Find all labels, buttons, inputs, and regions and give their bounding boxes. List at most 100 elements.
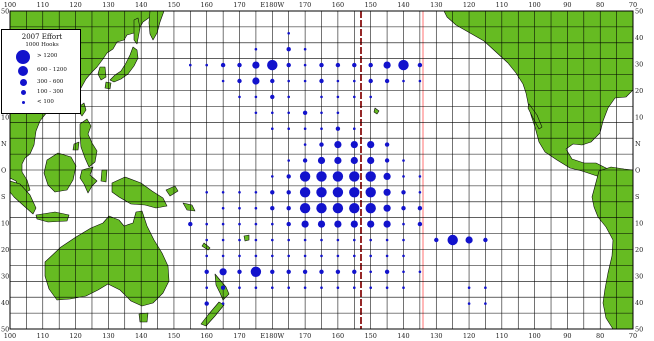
effort-bubble bbox=[301, 220, 309, 228]
effort-bubble bbox=[204, 269, 209, 274]
effort-bubble bbox=[349, 171, 360, 182]
fiji bbox=[243, 234, 250, 242]
top-longitude-label: 70 bbox=[629, 1, 637, 9]
effort-bubble bbox=[335, 62, 341, 68]
bottom-longitude-label: 140 bbox=[135, 332, 147, 340]
effort-bubble bbox=[369, 254, 373, 258]
effort-bubble bbox=[271, 127, 274, 130]
effort-bubble bbox=[221, 222, 225, 226]
effort-bubble bbox=[204, 301, 209, 306]
effort-bubble bbox=[467, 286, 471, 290]
top-longitude-label: 150 bbox=[168, 1, 180, 9]
legend-row-5: < 100 bbox=[2, 98, 82, 108]
effort-bubble bbox=[299, 171, 311, 182]
effort-bubble bbox=[365, 203, 376, 214]
effort-bubble bbox=[369, 238, 373, 242]
effort-bubble bbox=[221, 79, 225, 83]
effort-bubble bbox=[205, 254, 208, 258]
effort-bubble bbox=[287, 32, 291, 35]
bottom-longitude-label: 160 bbox=[332, 332, 344, 340]
effort-bubble bbox=[271, 175, 274, 178]
effort-bubble bbox=[221, 302, 225, 305]
effort-bubble bbox=[398, 59, 409, 71]
effort-bubble bbox=[332, 187, 344, 198]
top-longitude-label: 130 bbox=[102, 1, 114, 9]
effort-bubble bbox=[287, 127, 291, 130]
effort-bubble bbox=[418, 191, 422, 194]
solomon-islands bbox=[182, 202, 196, 212]
right-latitude-labels: 50 40 30 20 10 N O S 10 20 30 40 50 bbox=[635, 8, 643, 334]
right-latitude-label: 40 bbox=[635, 34, 643, 42]
legend-title: 2007 Effort bbox=[21, 33, 63, 41]
effort-bubble bbox=[336, 254, 340, 258]
effort-bubble bbox=[334, 141, 342, 149]
legend-label-4: 100 - 300 bbox=[37, 89, 64, 95]
effort-bubble bbox=[252, 61, 260, 69]
effort-bubble bbox=[270, 190, 275, 195]
effort-bubble bbox=[287, 79, 291, 83]
effort-bubble bbox=[353, 127, 356, 130]
effort-bubble bbox=[336, 79, 340, 83]
effort-bubble bbox=[221, 206, 225, 210]
effort-bubble bbox=[237, 269, 242, 274]
right-latitude-label: 30 bbox=[635, 273, 643, 281]
effort-bubble bbox=[368, 78, 373, 84]
effort-bubble bbox=[205, 191, 208, 194]
effort-bubble bbox=[402, 222, 405, 226]
effort-bubble bbox=[319, 62, 324, 68]
legend-row-3: 300 - 600 bbox=[2, 78, 82, 88]
effort-bubble bbox=[320, 111, 323, 115]
kamchatka bbox=[148, 11, 165, 41]
effort-bubble bbox=[287, 159, 291, 162]
right-latitude-label: 40 bbox=[635, 299, 643, 307]
effort-bubble bbox=[383, 188, 391, 196]
effort-bubble bbox=[368, 62, 373, 68]
effort-bubble bbox=[303, 47, 307, 51]
effort-bubble bbox=[254, 238, 258, 242]
left-latitude-label: 40 bbox=[1, 299, 9, 307]
effort-bubble bbox=[316, 203, 327, 214]
top-longitude-label: E180W bbox=[260, 1, 284, 9]
effort-bubble bbox=[267, 59, 278, 71]
mindoro bbox=[72, 141, 80, 151]
right-latitude-label: 10 bbox=[635, 220, 643, 228]
borneo bbox=[43, 152, 77, 193]
effort-bubble bbox=[271, 111, 274, 115]
bottom-longitude-label: 170 bbox=[299, 332, 311, 340]
effort-bubble bbox=[303, 286, 307, 290]
left-latitude-label: O bbox=[1, 167, 6, 175]
korea bbox=[97, 66, 107, 81]
effort-bubble bbox=[365, 187, 376, 198]
bottom-longitude-label: 100 bbox=[528, 332, 540, 340]
right-latitude-label: 10 bbox=[635, 114, 643, 122]
bottom-longitude-label: 150 bbox=[364, 332, 376, 340]
effort-bubble bbox=[417, 206, 423, 211]
effort-bubble bbox=[353, 95, 356, 99]
legend-dot-md bbox=[19, 79, 27, 86]
top-longitude-label: 160 bbox=[200, 1, 212, 9]
effort-bubble bbox=[385, 286, 389, 290]
effort-bubble bbox=[384, 158, 390, 163]
top-longitude-label: 170 bbox=[299, 1, 311, 9]
right-latitude-label: S bbox=[635, 193, 639, 201]
top-longitude-label: 140 bbox=[135, 1, 147, 9]
bottom-longitude-label: 120 bbox=[463, 332, 475, 340]
legend-dot-sm bbox=[20, 90, 26, 95]
effort-bubble bbox=[303, 127, 307, 130]
effort-bubble bbox=[384, 78, 390, 84]
effort-bubble bbox=[320, 286, 323, 290]
right-latitude-label: 20 bbox=[635, 246, 643, 254]
effort-bubble bbox=[221, 191, 225, 194]
effort-bubble bbox=[205, 63, 208, 67]
effort-bubble bbox=[465, 236, 473, 244]
effort-bubble bbox=[303, 238, 307, 242]
effort-bubble bbox=[286, 190, 291, 195]
effort-bubble bbox=[286, 206, 291, 211]
effort-bubble bbox=[220, 285, 226, 290]
top-longitude-label: 160 bbox=[332, 1, 344, 9]
left-latitude-label: 10 bbox=[1, 220, 9, 228]
effort-bubble bbox=[353, 254, 356, 258]
effort-bubble bbox=[332, 203, 344, 214]
bottom-longitude-label: 80 bbox=[596, 332, 604, 340]
